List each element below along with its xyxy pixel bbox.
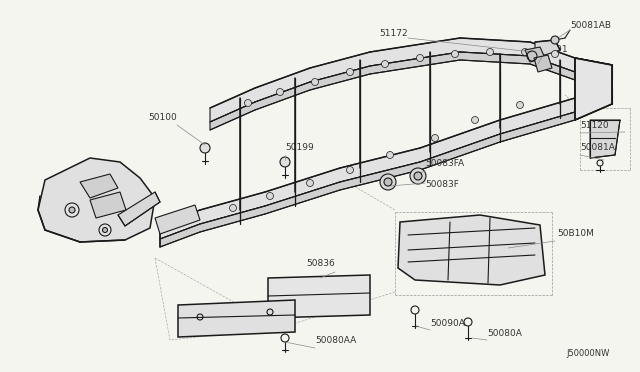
Polygon shape <box>160 98 575 239</box>
Circle shape <box>417 55 424 61</box>
Circle shape <box>381 61 388 67</box>
Text: 51120: 51120 <box>580 121 609 130</box>
Circle shape <box>516 102 524 109</box>
Text: 50083F: 50083F <box>425 180 459 189</box>
Polygon shape <box>575 58 612 80</box>
Text: 50080AA: 50080AA <box>315 336 356 345</box>
Circle shape <box>380 174 396 190</box>
Polygon shape <box>210 52 575 130</box>
Circle shape <box>276 89 284 96</box>
Circle shape <box>69 207 75 213</box>
Text: 51172: 51172 <box>380 29 408 38</box>
Circle shape <box>451 51 458 58</box>
Text: 50080A: 50080A <box>487 329 522 338</box>
Circle shape <box>486 48 493 55</box>
Circle shape <box>307 180 314 186</box>
Circle shape <box>431 135 438 141</box>
Text: 50836: 50836 <box>307 259 335 268</box>
Polygon shape <box>575 58 612 120</box>
Text: 50081AB: 50081AB <box>570 21 611 30</box>
Polygon shape <box>525 47 545 62</box>
Polygon shape <box>155 205 200 234</box>
Text: 50090A: 50090A <box>430 319 465 328</box>
Circle shape <box>65 203 79 217</box>
Text: 50B10M: 50B10M <box>557 229 594 238</box>
Polygon shape <box>178 300 295 337</box>
Circle shape <box>244 99 252 106</box>
Polygon shape <box>590 120 620 158</box>
Text: 5l191: 5l191 <box>542 45 568 54</box>
Circle shape <box>102 228 108 232</box>
Text: 50081A: 50081A <box>580 143 615 152</box>
Circle shape <box>384 178 392 186</box>
Text: 50199: 50199 <box>285 143 314 152</box>
Text: J50000NW: J50000NW <box>566 349 610 358</box>
Circle shape <box>266 192 273 199</box>
Circle shape <box>472 116 479 124</box>
Circle shape <box>200 143 210 153</box>
Circle shape <box>552 51 559 58</box>
Polygon shape <box>80 174 118 198</box>
Circle shape <box>551 36 559 44</box>
Polygon shape <box>575 80 612 104</box>
Polygon shape <box>118 192 160 226</box>
Text: 50100: 50100 <box>148 113 177 122</box>
Circle shape <box>230 205 237 212</box>
Polygon shape <box>210 38 575 122</box>
Circle shape <box>346 68 353 76</box>
Circle shape <box>99 224 111 236</box>
Circle shape <box>410 168 426 184</box>
Polygon shape <box>268 275 370 318</box>
Polygon shape <box>160 112 575 247</box>
Circle shape <box>280 157 290 167</box>
Circle shape <box>414 172 422 180</box>
Polygon shape <box>38 158 155 242</box>
Circle shape <box>522 48 529 55</box>
Circle shape <box>346 167 353 173</box>
Polygon shape <box>90 192 126 218</box>
Circle shape <box>312 78 319 86</box>
Polygon shape <box>575 58 612 120</box>
Polygon shape <box>398 215 545 285</box>
Text: 50083FA: 50083FA <box>425 159 464 168</box>
Circle shape <box>387 151 394 158</box>
Polygon shape <box>535 40 560 55</box>
Polygon shape <box>534 55 552 72</box>
